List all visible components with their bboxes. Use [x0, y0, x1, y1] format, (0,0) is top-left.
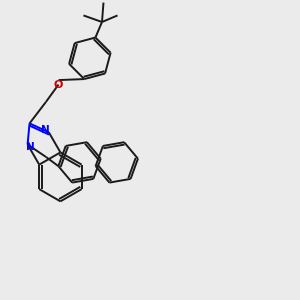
Text: N: N: [41, 125, 50, 135]
Text: O: O: [54, 80, 63, 90]
Text: N: N: [26, 142, 34, 152]
